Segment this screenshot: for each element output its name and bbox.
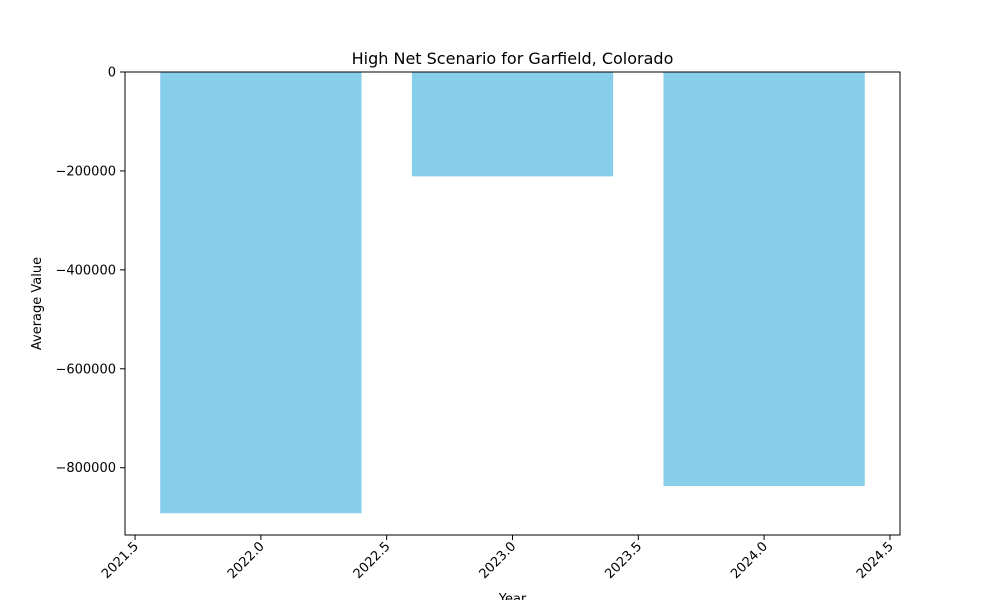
y-tick-label: 0 [108, 66, 116, 81]
y-axis: 0 −200000 −400000 −600000 −800000 [55, 66, 125, 476]
y-tick-label: −800000 [55, 461, 116, 476]
x-tick-label: 2021.5 [99, 539, 142, 582]
y-tick-label: −600000 [55, 362, 116, 377]
y-axis-label: Average Value [30, 257, 45, 350]
bar-2023.0 [411, 72, 614, 177]
bars-group [160, 72, 865, 514]
x-axis-label: Year [498, 592, 527, 600]
chart-title: High Net Scenario for Garfield, Colorado [352, 49, 674, 68]
x-tick-label: 2024.0 [728, 539, 771, 582]
y-tick-label: −200000 [55, 164, 116, 179]
plot-frame [124, 71, 901, 536]
bar-2022.0 [160, 72, 362, 514]
x-tick-label: 2023.0 [477, 539, 520, 582]
bar-2024.0 [663, 72, 865, 487]
x-tick-label: 2023.5 [602, 539, 645, 582]
x-tick-label: 2022.5 [351, 539, 394, 582]
y-tick-label: −400000 [55, 263, 116, 278]
x-axis: 2021.5 2022.0 2022.5 2023.0 2023.5 2024.0 2024… [99, 535, 897, 582]
x-tick-label: 2022.0 [225, 539, 268, 582]
x-tick-label: 2024.5 [854, 539, 897, 582]
